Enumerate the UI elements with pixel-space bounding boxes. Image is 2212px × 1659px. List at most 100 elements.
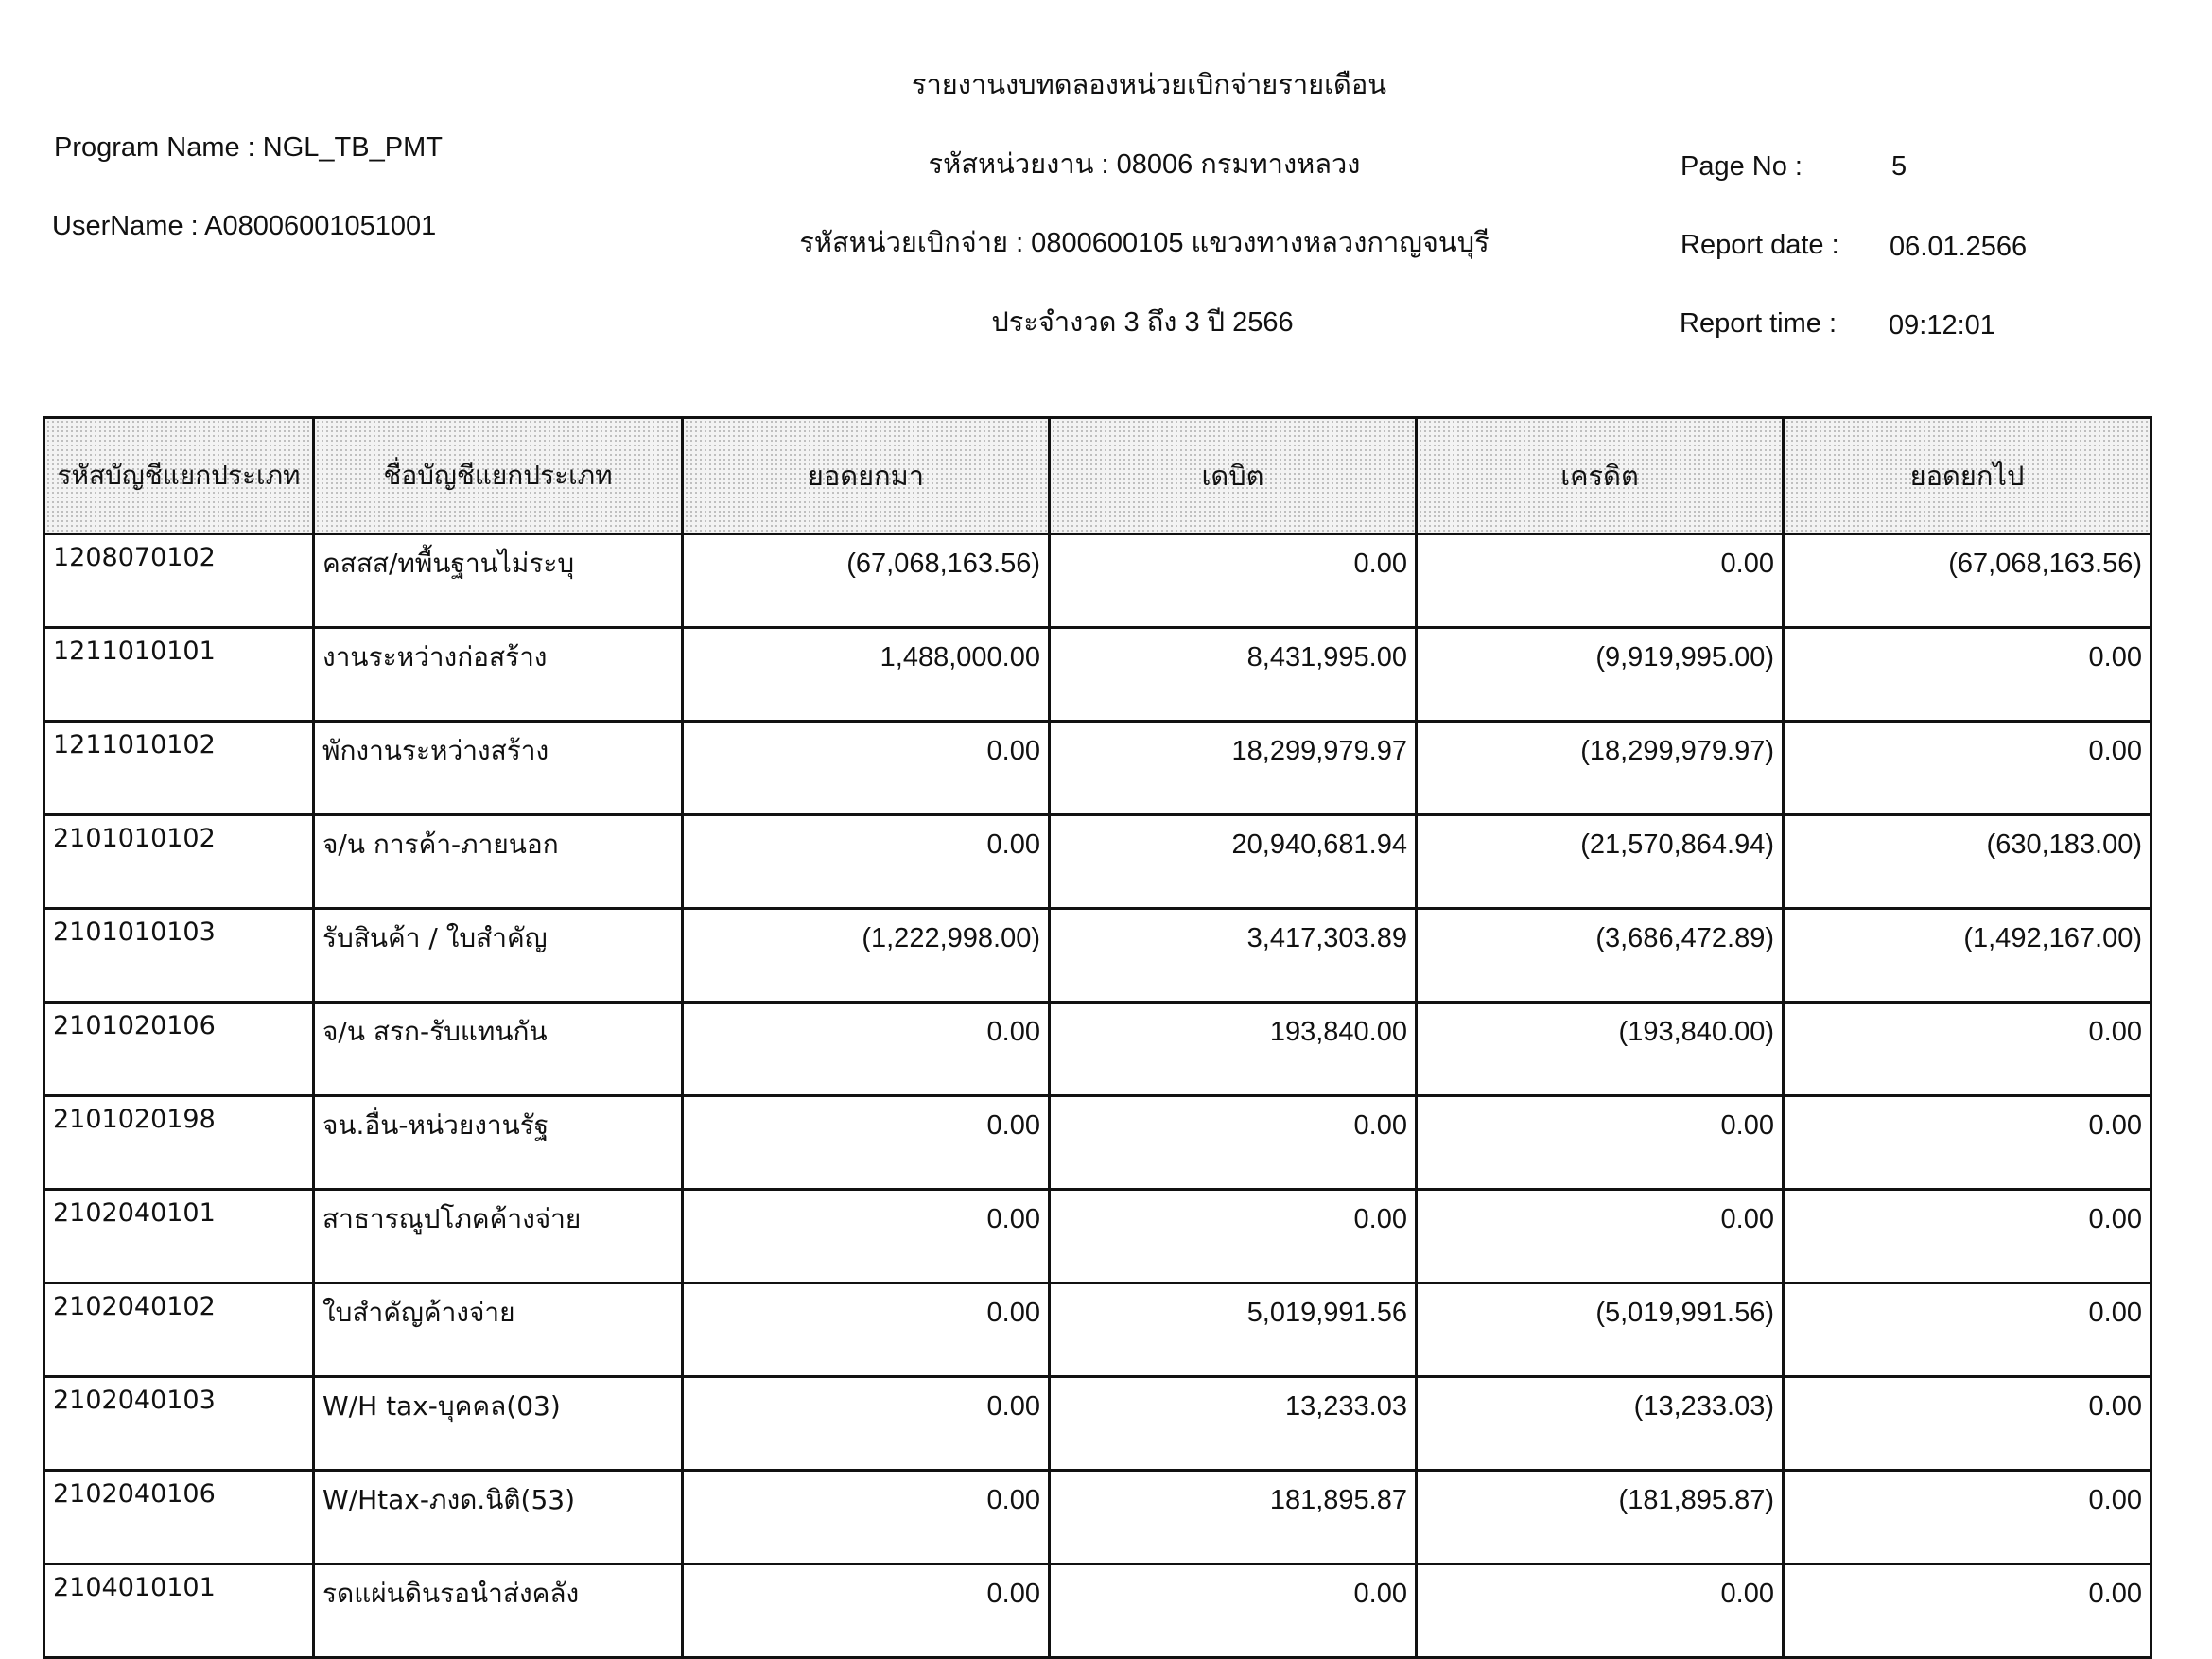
account-code-cell: 1211010101 <box>43 626 315 723</box>
opening-balance-cell: 0.00 <box>681 1469 1051 1565</box>
account-name-cell: จ/น สรก-รับแทนกัน <box>312 1001 684 1097</box>
account-name-cell: พักงานระหว่างสร้าง <box>312 720 684 816</box>
account-name-cell: W/Htax-ภงด.นิติ(53) <box>312 1469 684 1565</box>
debit-cell: 13,233.03 <box>1048 1375 1418 1472</box>
account-code-cell: 1208070102 <box>43 533 315 629</box>
user-name: UserName : A08006001051001 <box>52 211 437 241</box>
page-no-label: Page No : <box>1681 151 1803 182</box>
table-row: 2101020106 จ/น สรก-รับแทนกัน 0.00 193,840.0… <box>43 1001 2152 1097</box>
account-code-cell: 2102040103 <box>43 1375 315 1472</box>
header-closing-balance: ยอดยกไป <box>1782 416 2152 535</box>
closing-balance-cell: 0.00 <box>1782 720 2152 816</box>
account-name-cell: งานระหว่างก่อสร้าง <box>312 626 684 723</box>
account-code-cell: 2102040102 <box>43 1282 315 1378</box>
report-date: 06.01.2566 <box>1890 232 2028 262</box>
report-time-label: Report time : <box>1680 308 1837 339</box>
credit-cell: 0.00 <box>1415 533 1785 629</box>
report-time: 09:12:01 <box>1889 310 1995 341</box>
account-name-cell: ใบสำคัญค้างจ่าย <box>312 1282 684 1378</box>
account-code-cell: 2101020106 <box>43 1001 315 1097</box>
trial-balance-table: รหัสบัญชีแยกประเภท ชื่อบัญชีแยกประเภท ยอ… <box>43 416 2152 1659</box>
account-name-cell: จน.อื่น-หน่วยงานรัฐ <box>312 1094 684 1191</box>
header-account-code: รหัสบัญชีแยกประเภท <box>43 416 315 535</box>
debit-cell: 0.00 <box>1048 533 1418 629</box>
table-row: 1208070102 คสสส/ทพื้นฐานไม่ระบุ (67,068,16… <box>43 533 2152 629</box>
report-title: รายงานงบทดลองหน่วยเบิกจ่ายรายเดือน <box>911 70 1387 100</box>
closing-balance-cell: (67,068,163.56) <box>1782 533 2152 629</box>
credit-cell: (21,570,864.94) <box>1415 813 1785 910</box>
header-debit: เดบิต <box>1048 416 1418 535</box>
table-row: 2101020198 จน.อื่น-หน่วยงานรัฐ 0.00 0.00 0.0… <box>43 1094 2152 1191</box>
opening-balance-cell: 0.00 <box>681 813 1051 910</box>
opening-balance-cell: 0.00 <box>681 1282 1051 1378</box>
opening-balance-cell: (67,068,163.56) <box>681 533 1051 629</box>
account-name-cell: รับสินค้า / ใบสำคัญ <box>312 907 684 1004</box>
debit-cell: 193,840.00 <box>1048 1001 1418 1097</box>
account-code-cell: 2102040101 <box>43 1188 315 1284</box>
opening-balance-cell: 1,488,000.00 <box>681 626 1051 723</box>
table-row: 2104010101 รดแผ่นดินรอนำส่งคลัง 0.00 0.00 0.… <box>43 1563 2152 1659</box>
closing-balance-cell: 0.00 <box>1782 626 2152 723</box>
opening-balance-cell: 0.00 <box>681 1001 1051 1097</box>
account-code-cell: 2102040106 <box>43 1469 315 1565</box>
closing-balance-cell: 0.00 <box>1782 1001 2152 1097</box>
credit-cell: (9,919,995.00) <box>1415 626 1785 723</box>
credit-cell: (193,840.00) <box>1415 1001 1785 1097</box>
opening-balance-cell: (1,222,998.00) <box>681 907 1051 1004</box>
disbursing-unit: รหัสหน่วยเบิกจ่าย : 0800600105 แขวงทางหล… <box>799 228 1489 258</box>
debit-cell: 5,019,991.56 <box>1048 1282 1418 1378</box>
table-row: 2102040102 ใบสำคัญค้างจ่าย 0.00 5,019,991.5… <box>43 1282 2152 1378</box>
credit-cell: (18,299,979.97) <box>1415 720 1785 816</box>
debit-cell: 0.00 <box>1048 1188 1418 1284</box>
table-row: 1211010102 พักงานระหว่างสร้าง 0.00 18,299,9… <box>43 720 2152 816</box>
closing-balance-cell: 0.00 <box>1782 1469 2152 1565</box>
account-code-cell: 1211010102 <box>43 720 315 816</box>
header-account-name: ชื่อบัญชีแยกประเภท <box>312 416 684 535</box>
table-row: 2102040103 W/H tax-บุคคล(03) 0.00 13,233.03… <box>43 1375 2152 1472</box>
credit-cell: 0.00 <box>1415 1188 1785 1284</box>
credit-cell: (181,895.87) <box>1415 1469 1785 1565</box>
page-no: 5 <box>1891 151 1907 182</box>
account-name-cell: รดแผ่นดินรอนำส่งคลัง <box>312 1563 684 1659</box>
opening-balance-cell: 0.00 <box>681 720 1051 816</box>
closing-balance-cell: 0.00 <box>1782 1282 2152 1378</box>
account-name-cell: สาธารณูปโภคค้างจ่าย <box>312 1188 684 1284</box>
debit-cell: 0.00 <box>1048 1563 1418 1659</box>
credit-cell: (3,686,472.89) <box>1415 907 1785 1004</box>
closing-balance-cell: 0.00 <box>1782 1375 2152 1472</box>
closing-balance-cell: (1,492,167.00) <box>1782 907 2152 1004</box>
report-date-label: Report date : <box>1681 230 1839 260</box>
account-code-cell: 2101020198 <box>43 1094 315 1191</box>
account-name-cell: จ/น การค้า-ภายนอก <box>312 813 684 910</box>
credit-cell: (13,233.03) <box>1415 1375 1785 1472</box>
header-opening-balance: ยอดยกมา <box>681 416 1051 535</box>
closing-balance-cell: 0.00 <box>1782 1188 2152 1284</box>
closing-balance-cell: 0.00 <box>1782 1563 2152 1659</box>
table-row: 1211010101 งานระหว่างก่อสร้าง 1,488,000.00… <box>43 626 2152 723</box>
opening-balance-cell: 0.00 <box>681 1094 1051 1191</box>
table-row: 2101010103 รับสินค้า / ใบสำคัญ (1,222,998.… <box>43 907 2152 1004</box>
table-row: 2102040106 W/Htax-ภงด.นิติ(53) 0.00 181,895… <box>43 1469 2152 1565</box>
debit-cell: 18,299,979.97 <box>1048 720 1418 816</box>
debit-cell: 3,417,303.89 <box>1048 907 1418 1004</box>
report-period: ประจำงวด 3 ถึง 3 ปี 2566 <box>991 307 1294 338</box>
credit-cell: (5,019,991.56) <box>1415 1282 1785 1378</box>
opening-balance-cell: 0.00 <box>681 1188 1051 1284</box>
account-code-cell: 2101010102 <box>43 813 315 910</box>
program-name: Program Name : NGL_TB_PMT <box>54 132 443 163</box>
agency-code: รหัสหน่วยงาน : 08006 กรมทางหลวง <box>928 149 1361 180</box>
opening-balance-cell: 0.00 <box>681 1563 1051 1659</box>
account-name-cell: W/H tax-บุคคล(03) <box>312 1375 684 1472</box>
account-name-cell: คสสส/ทพื้นฐานไม่ระบุ <box>312 533 684 629</box>
closing-balance-cell: 0.00 <box>1782 1094 2152 1191</box>
credit-cell: 0.00 <box>1415 1094 1785 1191</box>
opening-balance-cell: 0.00 <box>681 1375 1051 1472</box>
header-credit: เครดิต <box>1415 416 1785 535</box>
account-code-cell: 2101010103 <box>43 907 315 1004</box>
table-header-row: รหัสบัญชีแยกประเภท ชื่อบัญชีแยกประเภท ยอ… <box>43 416 2152 535</box>
debit-cell: 20,940,681.94 <box>1048 813 1418 910</box>
debit-cell: 181,895.87 <box>1048 1469 1418 1565</box>
credit-cell: 0.00 <box>1415 1563 1785 1659</box>
table-row: 2101010102 จ/น การค้า-ภายนอก 0.00 20,940,68… <box>43 813 2152 910</box>
account-code-cell: 2104010101 <box>43 1563 315 1659</box>
